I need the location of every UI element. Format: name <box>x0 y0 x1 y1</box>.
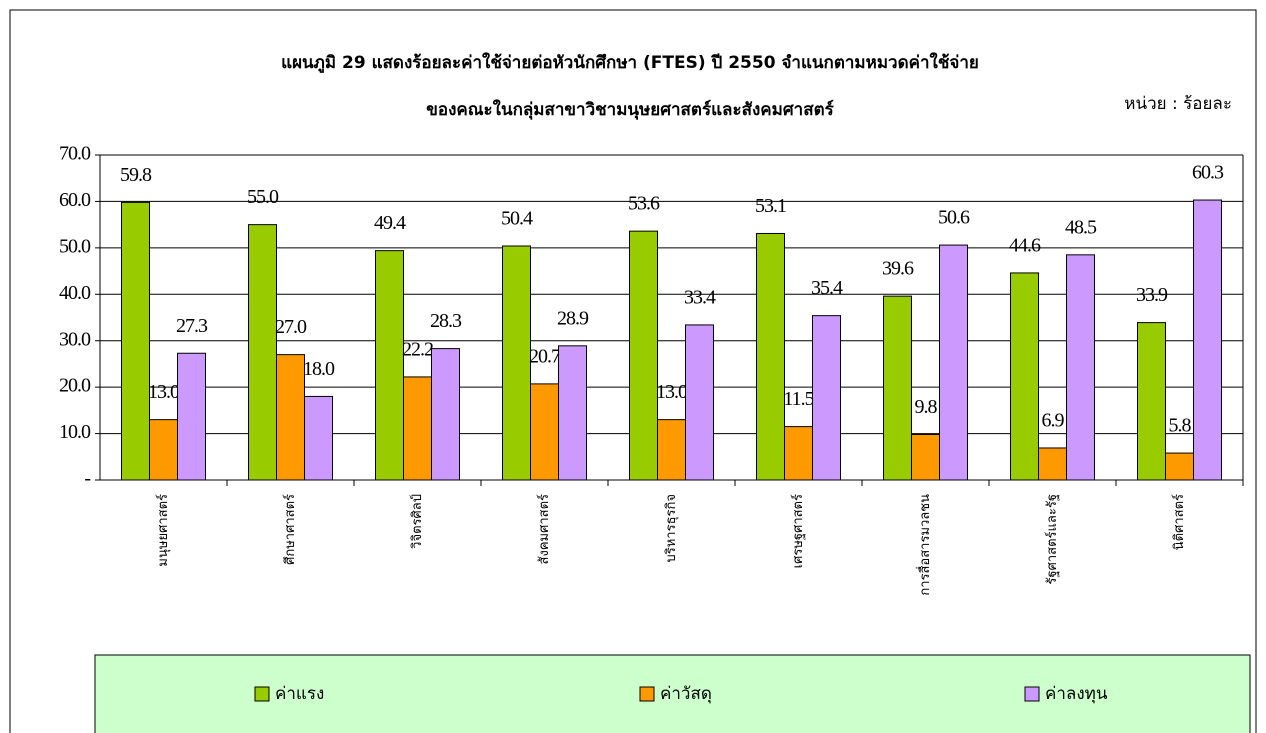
value-label: 6.9 <box>1042 410 1065 432</box>
x-tick-label: บริหารธุรกิจ <box>664 494 679 563</box>
y-tick-label: 30.0 <box>59 328 91 350</box>
legend-swatch <box>254 686 270 702</box>
bar <box>756 232 785 481</box>
bar <box>685 324 714 481</box>
value-label: 5.8 <box>1169 415 1192 437</box>
value-label: 50.6 <box>938 207 970 229</box>
value-label: 27.3 <box>176 315 208 337</box>
x-tick-label: วิจิตรศิลป์ <box>409 494 425 550</box>
value-label: 59.8 <box>120 164 152 186</box>
value-label: 53.6 <box>628 193 660 215</box>
value-label: 9.8 <box>915 396 938 418</box>
bar <box>530 383 559 481</box>
bar <box>1193 199 1222 481</box>
bar <box>657 419 686 481</box>
bar <box>911 434 940 481</box>
value-label: 35.4 <box>811 277 843 299</box>
bar <box>304 395 333 481</box>
legend-label: ค่าวัสดุ <box>660 684 712 704</box>
value-label: 33.9 <box>1136 284 1168 306</box>
y-tick-label: 10.0 <box>59 421 91 443</box>
y-tick-label: 40.0 <box>59 282 91 304</box>
value-label: 53.1 <box>755 195 786 217</box>
x-tick-label: ศึกษาศาสตร์ <box>282 494 298 565</box>
bar <box>431 348 460 481</box>
bar <box>1066 254 1095 481</box>
value-label: 48.5 <box>1065 216 1097 238</box>
y-tick-label: 70.0 <box>59 143 91 165</box>
bar <box>403 376 432 481</box>
value-label: 60.3 <box>1192 162 1224 184</box>
bar <box>629 230 658 481</box>
legend-label: ค่าลงทุน <box>1045 684 1108 704</box>
value-label: 28.3 <box>430 310 462 332</box>
legend-swatch <box>639 686 655 702</box>
x-tick-label: สังคมศาสตร์ <box>536 494 552 564</box>
bar <box>1038 447 1067 481</box>
value-label: 20.7 <box>529 345 561 367</box>
value-label: 22.2 <box>402 339 433 361</box>
value-label: 13.0 <box>656 381 688 403</box>
value-label: 13.0 <box>148 381 180 403</box>
chart-title: แผนภูมิ 29 แสดงร้อยละค่าใช้จ่ายต่อหัวนัก… <box>281 52 979 74</box>
value-label: 27.0 <box>275 316 307 338</box>
bar <box>883 295 912 481</box>
value-label: 50.4 <box>501 208 533 230</box>
x-tick-label: มนุษยศาสตร์ <box>155 494 171 567</box>
bar <box>1165 452 1194 481</box>
unit-label: หน่วย : ร้อยละ <box>1124 94 1232 114</box>
bar <box>149 419 178 481</box>
legend-swatch <box>1024 686 1040 702</box>
bar <box>784 426 813 481</box>
value-label: 11.5 <box>783 388 814 410</box>
value-label: 49.4 <box>374 212 406 234</box>
x-tick-label: การสื่อสารมวลชน <box>916 494 933 596</box>
bar <box>177 352 206 481</box>
value-label: 55.0 <box>247 186 279 208</box>
bar <box>502 245 531 481</box>
x-tick-label: รัฐศาสตร์และรัฐ <box>1044 494 1060 585</box>
legend-label: ค่าแรง <box>275 684 324 704</box>
bar <box>812 315 841 481</box>
value-label: 44.6 <box>1009 235 1041 257</box>
y-tick-label: 60.0 <box>59 189 91 211</box>
bar <box>1010 272 1039 481</box>
value-label: 33.4 <box>684 287 716 309</box>
bar <box>939 244 968 481</box>
bar <box>375 250 404 481</box>
chart-subtitle: ของคณะในกลุ่มสาขาวิชามนุษยศาสตร์และสังคม… <box>426 99 834 120</box>
bar <box>121 201 150 481</box>
bar <box>276 354 305 481</box>
value-label: 39.6 <box>882 258 914 280</box>
x-tick-label: เศรษฐศาสตร์ <box>790 494 806 568</box>
bar <box>1137 322 1166 481</box>
legend <box>94 654 1251 733</box>
y-tick-label: - <box>84 468 90 490</box>
bar <box>248 224 277 481</box>
x-tick-label: นิติศาสตร์ <box>1171 494 1187 550</box>
value-label: 18.0 <box>303 358 335 380</box>
y-tick-label: 20.0 <box>59 375 91 397</box>
value-label: 28.9 <box>557 307 589 329</box>
y-tick-label: 50.0 <box>59 235 91 257</box>
bar <box>558 345 587 481</box>
